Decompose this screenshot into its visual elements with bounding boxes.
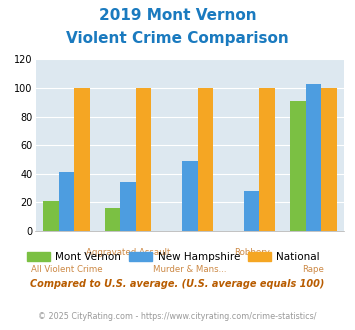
Bar [182, 161, 198, 231]
Text: All Violent Crime: All Violent Crime [31, 265, 102, 274]
Bar [198, 88, 213, 231]
Text: Murder & Mans...: Murder & Mans... [153, 265, 227, 274]
Text: Rape: Rape [302, 265, 324, 274]
Legend: Mont Vernon, New Hampshire, National: Mont Vernon, New Hampshire, National [23, 248, 324, 266]
Text: © 2025 CityRating.com - https://www.cityrating.com/crime-statistics/: © 2025 CityRating.com - https://www.city… [38, 312, 317, 321]
Bar [244, 191, 260, 231]
Bar [306, 84, 321, 231]
Bar [321, 88, 337, 231]
Text: Aggravated Assault: Aggravated Assault [86, 248, 170, 257]
Text: Robbery: Robbery [234, 248, 270, 257]
Bar [74, 88, 89, 231]
Text: Compared to U.S. average. (U.S. average equals 100): Compared to U.S. average. (U.S. average … [30, 279, 325, 289]
Bar [43, 201, 59, 231]
Bar [260, 88, 275, 231]
Bar [59, 172, 74, 231]
Bar [290, 101, 306, 231]
Text: Violent Crime Comparison: Violent Crime Comparison [66, 31, 289, 46]
Bar [105, 208, 120, 231]
Bar [136, 88, 151, 231]
Bar [120, 182, 136, 231]
Text: 2019 Mont Vernon: 2019 Mont Vernon [99, 8, 256, 23]
